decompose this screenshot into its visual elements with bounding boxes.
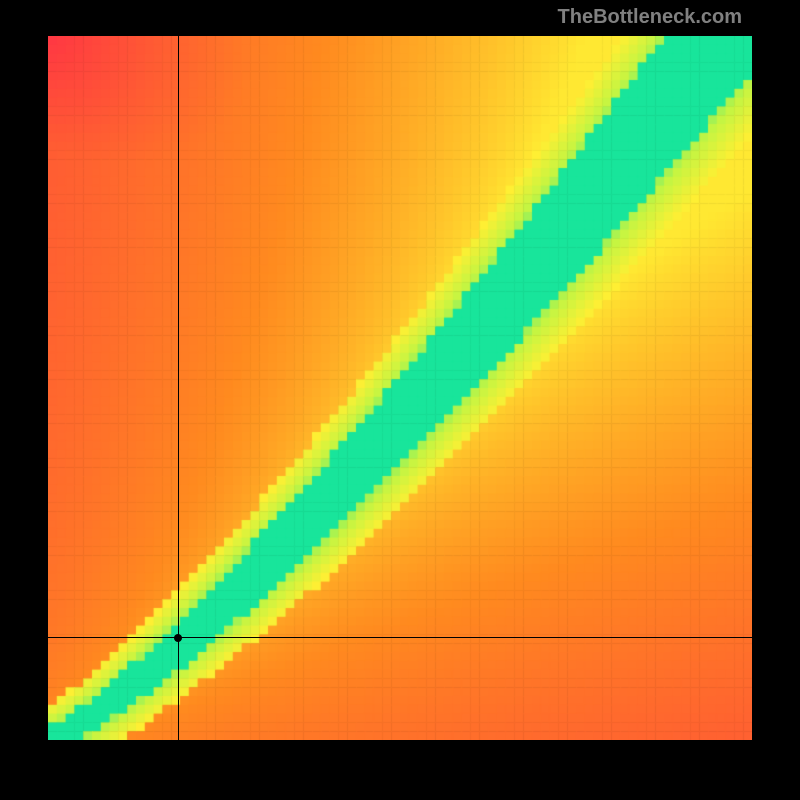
heatmap-canvas xyxy=(48,36,752,740)
crosshair-horizontal xyxy=(48,637,752,638)
heatmap-plot xyxy=(48,36,752,740)
marker-point xyxy=(174,634,182,642)
watermark-text: TheBottleneck.com xyxy=(558,6,742,29)
chart-container: TheBottleneck.com xyxy=(0,0,800,800)
